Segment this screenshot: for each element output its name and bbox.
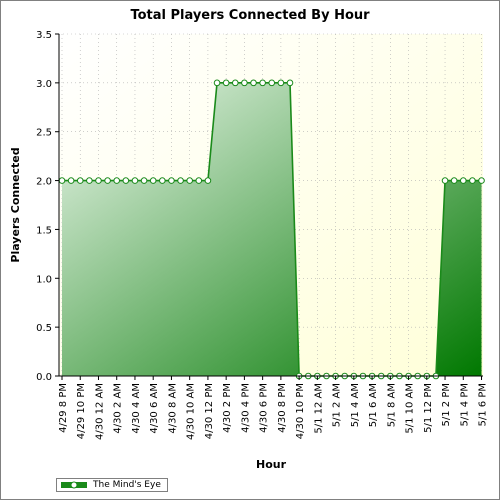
legend-label: The Mind's Eye xyxy=(93,480,161,490)
x-tick-label: 4/30 8 AM xyxy=(167,383,178,434)
data-point xyxy=(76,177,84,184)
y-tick-label: 0.0 xyxy=(36,372,52,383)
data-point xyxy=(104,177,111,184)
y-axis-label: Players Connected xyxy=(9,147,22,262)
x-tick-label: 4/29 10 PM xyxy=(76,383,87,439)
x-tick-label: 4/30 12 PM xyxy=(204,383,215,439)
chart-title: Total Players Connected By Hour xyxy=(130,8,370,23)
x-tick-label: 4/30 10 AM xyxy=(186,383,197,440)
data-point xyxy=(222,79,230,87)
legend: The Mind's Eye xyxy=(56,478,168,492)
y-tick-label: 1.0 xyxy=(36,274,52,285)
axes xyxy=(58,34,483,377)
data-point xyxy=(58,177,66,184)
y-tick-label: 1.5 xyxy=(36,225,52,236)
data-point xyxy=(122,177,130,184)
x-tick-label: 4/30 6 PM xyxy=(259,383,270,433)
data-point xyxy=(131,177,139,184)
x-tick-label: 5/1 10 AM xyxy=(405,383,416,434)
data-point xyxy=(159,177,166,184)
data-point xyxy=(259,79,266,87)
data-point xyxy=(168,177,175,184)
x-tick-label: 4/30 2 PM xyxy=(222,383,233,433)
data-point xyxy=(469,177,476,184)
x-tick-label: 5/1 8 AM xyxy=(386,383,397,427)
y-tick-label: 2.5 xyxy=(36,128,52,139)
x-tick-label: 4/30 10 PM xyxy=(295,383,306,439)
x-axis-label: Hour xyxy=(256,458,287,471)
data-point xyxy=(268,79,276,87)
data-point xyxy=(113,177,121,184)
x-tick-label: 4/30 2 AM xyxy=(113,383,124,434)
x-tick-label: 5/1 2 AM xyxy=(332,383,343,427)
x-tick-labels: 4/29 8 PM 4/29 10 PM 4/30 12 AM 4/30 2 AM 4/… xyxy=(58,376,489,440)
data-point xyxy=(450,177,458,184)
y-tick-labels: 0.0 0.5 1.0 1.5 2.0 2.5 3.0 3.5 xyxy=(36,30,59,383)
data-point xyxy=(277,79,285,87)
y-tick-label: 0.5 xyxy=(36,323,52,334)
data-point xyxy=(213,79,221,87)
data-point xyxy=(149,177,157,184)
data-point xyxy=(231,79,239,87)
x-tick-label: 4/30 4 AM xyxy=(131,383,142,434)
y-tick-label: 2.0 xyxy=(36,177,52,188)
data-point xyxy=(95,177,102,184)
x-tick-label: 4/30 4 PM xyxy=(240,383,251,433)
y-tick-label: 3.0 xyxy=(36,79,52,90)
x-tick-label: 5/1 12 PM xyxy=(423,383,434,433)
x-tick-label: 5/1 6 AM xyxy=(368,383,379,427)
data-point xyxy=(140,177,148,184)
x-tick-label: 5/1 2 PM xyxy=(441,383,452,426)
data-point xyxy=(286,79,294,87)
legend-swatch xyxy=(61,481,87,489)
x-tick-label: 4/30 12 AM xyxy=(94,383,105,440)
data-point xyxy=(177,177,184,184)
x-tick-label: 5/1 4 PM xyxy=(459,383,470,426)
data-point xyxy=(250,79,257,87)
series-area-fill xyxy=(62,82,482,376)
x-tick-label: 4/30 8 PM xyxy=(277,383,288,433)
x-tick-label: 4/30 6 AM xyxy=(149,383,160,434)
x-tick-label: 4/29 8 PM xyxy=(58,383,69,433)
data-point xyxy=(241,79,248,87)
x-tick-label: 5/1 4 AM xyxy=(350,383,361,427)
data-point xyxy=(67,177,75,184)
data-point xyxy=(478,177,485,184)
x-tick-label: 5/1 12 AM xyxy=(313,383,324,434)
data-point xyxy=(459,177,467,184)
data-point xyxy=(195,177,203,184)
x-tick-label: 5/1 6 PM xyxy=(478,383,489,426)
y-tick-label: 3.5 xyxy=(36,30,52,41)
data-point xyxy=(204,177,212,184)
data-point xyxy=(441,177,449,184)
data-point xyxy=(186,177,193,184)
data-point xyxy=(86,177,93,184)
